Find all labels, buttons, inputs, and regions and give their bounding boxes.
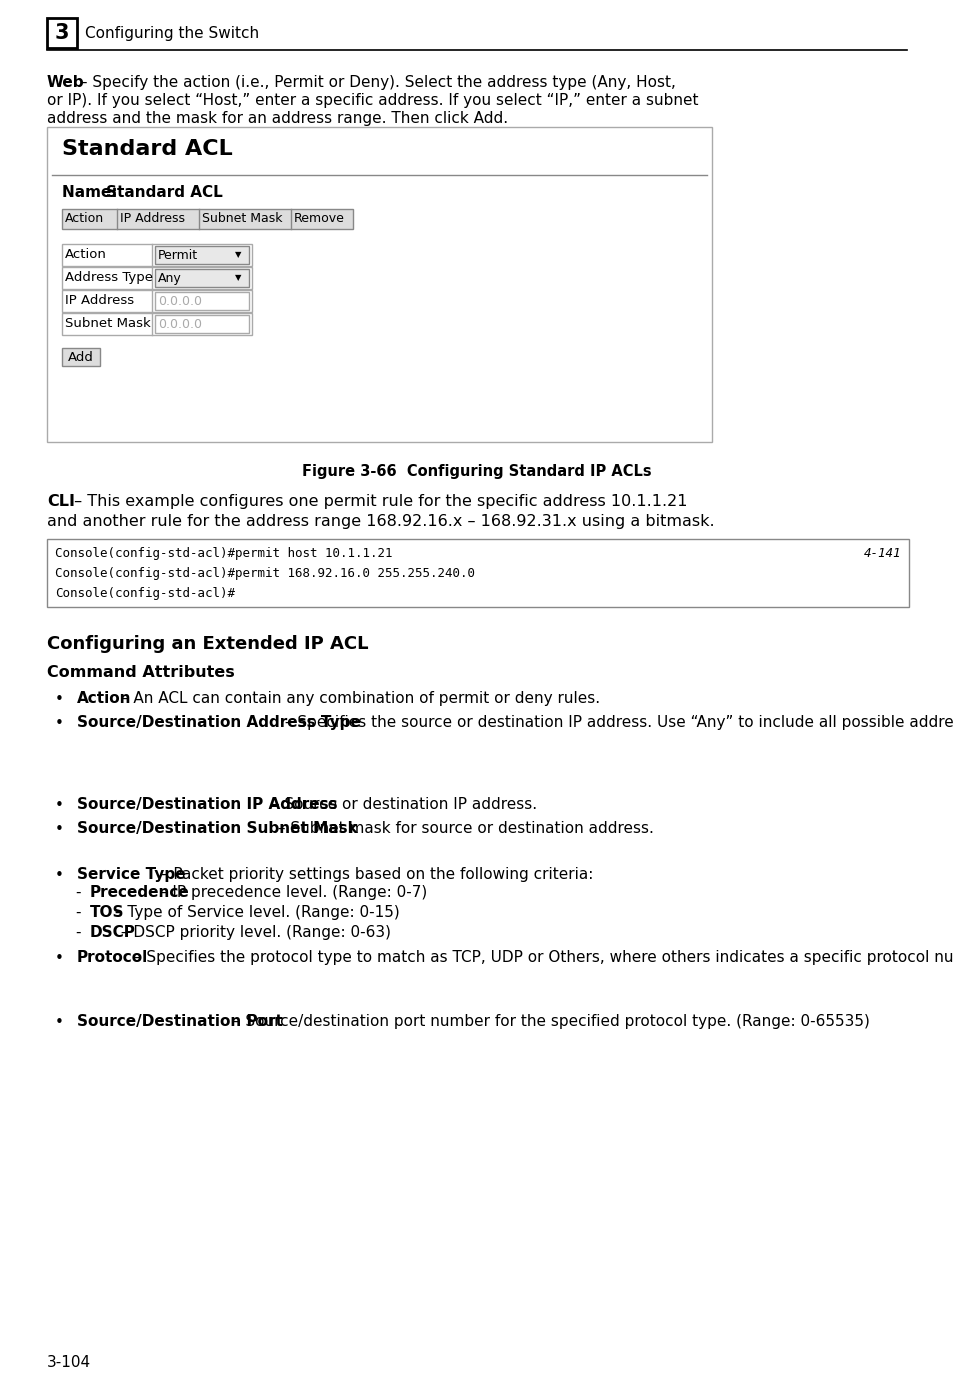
Text: Protocol: Protocol	[77, 951, 148, 966]
Text: Source/Destination Port: Source/Destination Port	[77, 1015, 283, 1030]
Text: address and the mask for an address range. Then click Add.: address and the mask for an address rang…	[47, 111, 508, 126]
Text: Action: Action	[77, 691, 132, 706]
Bar	[47, 18, 77, 49]
Text: – Specifies the protocol type to match as TCP, UDP or Others, where others indic: – Specifies the protocol type to match a…	[130, 951, 953, 966]
Text: – Source or destination IP address.: – Source or destination IP address.	[267, 797, 537, 812]
Text: – Subnet mask for source or destination address.: – Subnet mask for source or destination …	[274, 820, 654, 836]
Text: Subnet Mask: Subnet Mask	[202, 212, 282, 225]
Text: Console(config-std-acl)#permit 168.92.16.0 255.255.240.0: Console(config-std-acl)#permit 168.92.16…	[55, 568, 475, 580]
Text: Figure 3-66  Configuring Standard IP ACLs: Figure 3-66 Configuring Standard IP ACLs	[302, 464, 651, 479]
Text: Any: Any	[158, 272, 182, 285]
Text: Source/Destination Subnet Mask: Source/Destination Subnet Mask	[77, 820, 357, 836]
Text: 3: 3	[54, 24, 70, 43]
Text: Service Type: Service Type	[77, 868, 186, 881]
Text: Web: Web	[47, 75, 85, 90]
Text: Name:: Name:	[62, 185, 123, 200]
Text: 4-141: 4-141	[862, 547, 900, 559]
Bar	[62, 244, 252, 266]
Text: Standard ACL: Standard ACL	[62, 139, 233, 160]
Text: Console(config-std-acl)#: Console(config-std-acl)#	[55, 587, 234, 600]
Text: •: •	[55, 716, 64, 731]
Text: Configuring the Switch: Configuring the Switch	[85, 25, 259, 40]
Bar	[47, 126, 711, 441]
Text: TOS: TOS	[90, 905, 125, 920]
Text: – This example configures one permit rule for the specific address 10.1.1.21: – This example configures one permit rul…	[69, 494, 687, 509]
Text: – Specify the action (i.e., Permit or Deny). Select the address type (Any, Host,: – Specify the action (i.e., Permit or De…	[75, 75, 675, 90]
Text: -: -	[75, 886, 80, 899]
Text: •: •	[55, 822, 64, 837]
Text: 0.0.0.0: 0.0.0.0	[158, 318, 202, 330]
Text: ▼: ▼	[234, 273, 241, 283]
Bar	[62, 210, 353, 229]
Text: •: •	[55, 798, 64, 813]
Bar	[154, 246, 249, 264]
Text: – DSCP priority level. (Range: 0-63): – DSCP priority level. (Range: 0-63)	[116, 924, 391, 940]
Text: Precedence: Precedence	[90, 886, 190, 899]
Text: -: -	[75, 924, 80, 940]
Text: Source/Destination IP Address: Source/Destination IP Address	[77, 797, 337, 812]
Text: and another rule for the address range 168.92.16.x – 168.92.31.x using a bitmask: and another rule for the address range 1…	[47, 514, 714, 529]
Bar	[47, 539, 908, 607]
Text: DSCP: DSCP	[90, 924, 135, 940]
Text: or IP). If you select “Host,” enter a specific address. If you select “IP,” ente: or IP). If you select “Host,” enter a sp…	[47, 93, 698, 108]
Text: 0.0.0.0: 0.0.0.0	[158, 296, 202, 308]
Text: •: •	[55, 951, 64, 966]
Text: – Specifies the source or destination IP address. Use “Any” to include all possi: – Specifies the source or destination IP…	[280, 715, 953, 730]
Text: ▼: ▼	[234, 250, 241, 260]
Text: •: •	[55, 693, 64, 706]
Text: Subnet Mask: Subnet Mask	[65, 316, 151, 330]
Text: Console(config-std-acl)#permit host 10.1.1.21: Console(config-std-acl)#permit host 10.1…	[55, 547, 392, 559]
Text: Source/Destination Address Type: Source/Destination Address Type	[77, 715, 360, 730]
Text: Configuring an Extended IP ACL: Configuring an Extended IP ACL	[47, 634, 368, 652]
Text: – Packet priority settings based on the following criteria:: – Packet priority settings based on the …	[155, 868, 593, 881]
Bar	[62, 290, 252, 312]
Bar	[154, 291, 249, 310]
Bar	[154, 269, 249, 287]
Text: – Type of Service level. (Range: 0-15): – Type of Service level. (Range: 0-15)	[110, 905, 399, 920]
Bar	[62, 314, 252, 335]
Text: 3-104: 3-104	[47, 1355, 91, 1370]
Bar	[154, 315, 249, 333]
Text: •: •	[55, 1016, 64, 1030]
Text: Action: Action	[65, 212, 104, 225]
Text: – Source/destination port number for the specified protocol type. (Range: 0-6553: – Source/destination port number for the…	[228, 1015, 868, 1030]
Text: Command Attributes: Command Attributes	[47, 665, 234, 680]
Text: IP Address: IP Address	[65, 294, 134, 307]
Text: •: •	[55, 868, 64, 883]
Text: CLI: CLI	[47, 494, 75, 509]
Text: IP Address: IP Address	[120, 212, 185, 225]
Text: Action: Action	[65, 248, 107, 261]
Text: -: -	[75, 905, 80, 920]
Text: Permit: Permit	[158, 248, 198, 262]
Text: Add: Add	[68, 351, 93, 364]
Bar	[62, 348, 100, 366]
Text: Remove: Remove	[294, 212, 345, 225]
Text: – IP precedence level. (Range: 0-7): – IP precedence level. (Range: 0-7)	[155, 886, 427, 899]
Text: Standard ACL: Standard ACL	[106, 185, 222, 200]
Text: – An ACL can contain any combination of permit or deny rules.: – An ACL can contain any combination of …	[116, 691, 599, 706]
Text: Address Type: Address Type	[65, 271, 152, 285]
Bar	[62, 266, 252, 289]
